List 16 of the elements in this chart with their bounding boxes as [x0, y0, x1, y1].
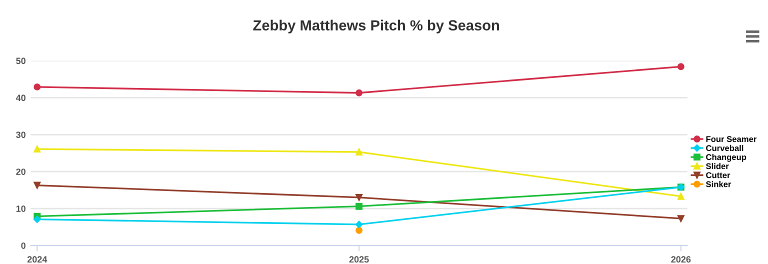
x-tick-label: 2024: [27, 256, 48, 263]
y-tick-label: 10: [16, 206, 26, 212]
legend-label: Curveball: [706, 144, 744, 152]
y-tick-label: 20: [16, 168, 26, 175]
x-tick-label: 2025: [349, 256, 369, 263]
x-tick-label: 2026: [671, 256, 691, 263]
y-tick-label: 50: [16, 58, 26, 64]
y-tick-label: 30: [16, 132, 26, 138]
legend-label: Sinker: [706, 181, 732, 188]
y-tick-label: 40: [16, 94, 26, 102]
legend-label: Changeup: [706, 154, 746, 162]
legend-label: Slider: [706, 163, 729, 170]
chart-title: Zebby Matthews Pitch % by Season: [253, 20, 500, 34]
legend-label: Four Seamer: [706, 136, 757, 142]
y-tick-label: 0: [21, 242, 26, 249]
legend-label: Cutter: [706, 172, 730, 178]
